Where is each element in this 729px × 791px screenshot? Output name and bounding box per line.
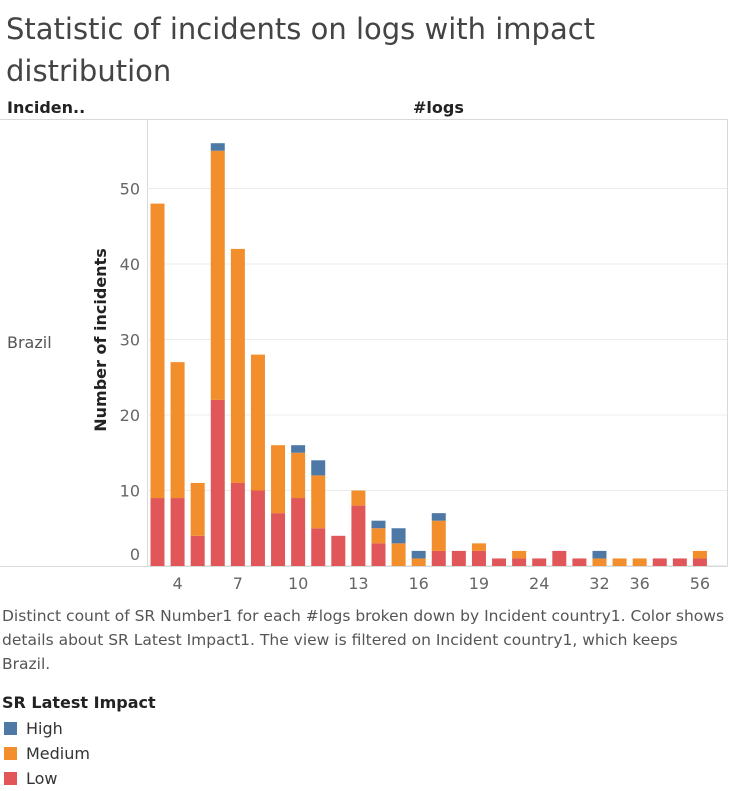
bar-medium-36 <box>632 558 647 566</box>
bar-medium-19 <box>471 543 486 551</box>
bar-low-18 <box>451 550 466 566</box>
legend-item-high[interactable]: High <box>4 716 90 741</box>
bar-medium-10 <box>291 452 306 499</box>
y-tick-label: 10 <box>120 482 140 501</box>
bar-medium-11 <box>311 475 326 529</box>
y-tick-label: 40 <box>120 255 140 274</box>
bar-high-16 <box>411 550 426 559</box>
chart-title: Statistic of incidents on logs with impa… <box>6 12 596 88</box>
legend-swatch-low <box>4 772 17 785</box>
bar-low-14 <box>371 543 386 566</box>
bar-low-20 <box>492 558 507 566</box>
x-tick-label: 56 <box>690 574 710 593</box>
legend-label-medium: Medium <box>26 744 90 763</box>
bar-low-3 <box>150 498 165 566</box>
bar-low-48 <box>672 558 687 566</box>
bar-high-14 <box>371 520 386 529</box>
bar-medium-32 <box>592 558 607 566</box>
bar-medium-7 <box>230 248 245 483</box>
bar-low-40 <box>652 558 667 566</box>
x-tick-label: 16 <box>408 574 428 593</box>
x-tick-label: 13 <box>348 574 368 593</box>
bar-high-6 <box>210 143 225 151</box>
legend-label-low: Low <box>26 769 58 788</box>
y-tick-label: 50 <box>120 180 140 199</box>
y-tick-label: 30 <box>120 331 140 350</box>
bar-medium-13 <box>351 490 366 506</box>
bar-low-56 <box>692 558 707 566</box>
bar-high-32 <box>592 550 607 559</box>
x-tick-label: 10 <box>288 574 308 593</box>
x-tick-label: 24 <box>529 574 549 593</box>
bar-low-12 <box>331 535 346 566</box>
x-tick-label: 32 <box>589 574 609 593</box>
legend-item-medium[interactable]: Medium <box>4 741 90 766</box>
bar-low-17 <box>431 550 446 566</box>
bar-medium-14 <box>371 528 386 544</box>
bar-low-19 <box>471 550 486 566</box>
legend-item-low[interactable]: Low <box>4 766 90 791</box>
bar-low-24 <box>532 558 547 566</box>
bar-medium-6 <box>210 150 225 400</box>
y-tick-label: 0 <box>130 545 140 564</box>
y-tick-label: 20 <box>120 406 140 425</box>
bar-low-9 <box>271 513 286 566</box>
bar-low-27 <box>552 550 567 566</box>
x-tick-label: 19 <box>469 574 489 593</box>
row-label-brazil: Brazil <box>7 333 52 352</box>
y-axis-title: Number of incidents <box>91 248 110 431</box>
x-tick-label: 4 <box>172 574 182 593</box>
bar-low-7 <box>230 482 245 566</box>
bar-low-13 <box>351 505 366 566</box>
bar-medium-16 <box>411 558 426 566</box>
bar-medium-34 <box>612 558 627 566</box>
bar-medium-15 <box>391 543 406 566</box>
bar-high-10 <box>291 445 306 453</box>
bar-medium-3 <box>150 203 165 499</box>
bar-high-11 <box>311 460 326 476</box>
bar-high-15 <box>391 528 406 544</box>
bar-medium-22 <box>512 550 527 559</box>
bar-low-8 <box>250 490 265 566</box>
bar-low-10 <box>291 498 306 566</box>
chart-caption: Distinct count of SR Number1 for each #l… <box>2 607 725 673</box>
bar-medium-56 <box>692 550 707 559</box>
bar-low-6 <box>210 399 225 566</box>
stacked-bar-chart: 0 10 20 30 40 50 Number of incidents 4 7 10 13 16 19… <box>0 119 728 593</box>
legend-swatch-high <box>4 722 17 735</box>
column-header[interactable]: #logs <box>413 98 464 117</box>
bar-low-5 <box>190 535 205 566</box>
legend-swatch-medium <box>4 747 17 760</box>
bar-low-11 <box>311 528 326 566</box>
bar-medium-8 <box>250 354 265 491</box>
bar-low-22 <box>512 558 527 566</box>
bar-high-17 <box>431 513 446 521</box>
legend: High Medium Low <box>4 716 90 791</box>
bar-low-4 <box>170 498 185 566</box>
bar-low-30 <box>572 558 587 566</box>
x-tick-label: 7 <box>233 574 243 593</box>
x-tick-label: 36 <box>629 574 649 593</box>
bar-medium-5 <box>190 482 205 536</box>
legend-title: SR Latest Impact <box>2 693 156 712</box>
bar-medium-17 <box>431 520 446 551</box>
row-header[interactable]: Inciden.. <box>7 98 86 117</box>
legend-label-high: High <box>26 719 63 738</box>
bar-medium-4 <box>170 362 185 499</box>
bar-medium-9 <box>271 445 286 514</box>
